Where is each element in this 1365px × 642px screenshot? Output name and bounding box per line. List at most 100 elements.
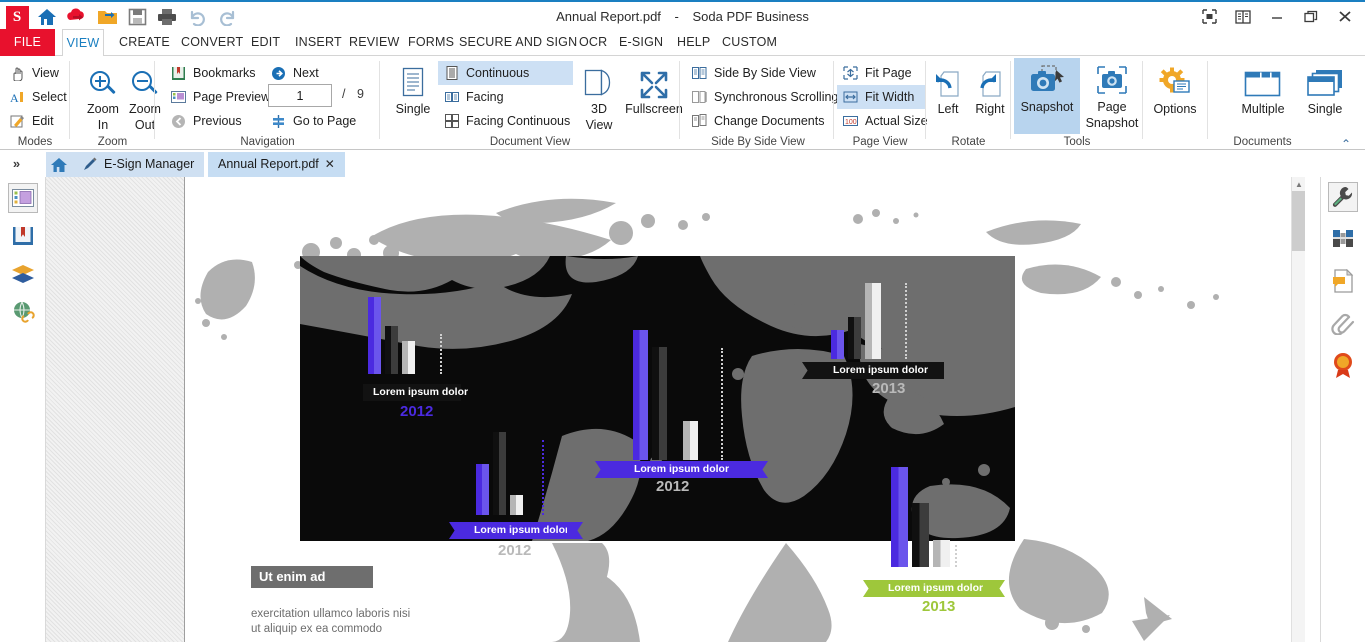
collapse-ribbon-icon[interactable]: ⌃ (1340, 137, 1351, 151)
marker-dotted-line (542, 440, 544, 515)
single-document-button[interactable]: Single (1294, 60, 1356, 116)
continuous-label: Continuous (466, 66, 530, 80)
mode-edit-button[interactable]: Edit (4, 109, 59, 133)
ribbon-group-document-view: Single Continuous Facing Facing Continuo… (380, 56, 683, 150)
zoom-in-label-line2: In (97, 118, 109, 132)
bookmarks-button[interactable]: Bookmarks (165, 61, 261, 85)
thumbnail-pane[interactable] (46, 177, 185, 642)
redo-icon[interactable] (214, 5, 240, 30)
tab-review[interactable]: REVIEW (349, 35, 400, 49)
left-rail-page-thumbnails-button[interactable] (7, 183, 38, 213)
chart-label-asia-north: Lorem ipsum dolor (802, 362, 944, 379)
world-map-silhouette (195, 198, 1219, 642)
chart-marker-south-america[interactable] (476, 432, 556, 515)
chart-marker-africa-europe[interactable] (633, 330, 733, 460)
synchronous-scrolling-button[interactable]: Synchronous Scrolling (686, 85, 843, 109)
left-rail-layers-button[interactable] (8, 259, 38, 289)
ribbon-tail-right-icon (752, 461, 768, 478)
right-rail-search-button[interactable] (1328, 224, 1358, 254)
change-documents-button[interactable]: Change Documents (686, 109, 829, 133)
ribbon-group-navigation: Bookmarks Page Preview Previous Next (155, 56, 380, 150)
signature-seal-icon (1331, 352, 1355, 378)
tab-e-sign[interactable]: E-SIGN (619, 35, 664, 49)
scroll-up-icon[interactable]: ▲ (1295, 179, 1303, 189)
chart-year-oceania: 2013 (922, 598, 956, 615)
multiple-documents-button[interactable]: Multiple (1232, 60, 1294, 116)
tab-e-sign-manager[interactable]: E-Sign Manager (72, 152, 205, 177)
bookmarks-icon (170, 65, 187, 82)
mode-select-button[interactable]: A Select (4, 85, 72, 109)
divider (379, 61, 380, 139)
right-rail-tools-button[interactable] (1328, 182, 1358, 212)
tab-file[interactable]: FILE (0, 29, 55, 56)
snapshot-button[interactable]: Snapshot (1014, 58, 1080, 134)
options-button[interactable]: Options (1144, 60, 1206, 116)
tab-forms[interactable]: FORMS (408, 35, 455, 49)
tab-help[interactable]: HELP (677, 35, 711, 49)
page-number-input[interactable] (268, 84, 332, 107)
tab-secure-and-sign[interactable]: SECURE AND SIGN (459, 35, 578, 49)
side-by-side-view-button[interactable]: Side By Side View (686, 61, 821, 85)
continuous-button[interactable]: Continuous (438, 61, 573, 85)
tab-create[interactable]: CREATE (119, 35, 170, 49)
mode-view-button[interactable]: View (4, 61, 64, 85)
chart-label-africa-europe: Lorem ipsum dolor (595, 461, 768, 478)
fit-width-button[interactable]: Fit Width (837, 85, 925, 109)
facing-continuous-button[interactable]: Facing Continuous (438, 109, 575, 133)
marker-dotted-line (955, 545, 957, 567)
next-button[interactable]: Next (265, 61, 324, 85)
tab-insert[interactable]: INSERT (295, 35, 342, 49)
3d-view-label-line1: 3D (591, 102, 607, 116)
chart-marker-asia-north[interactable] (831, 283, 921, 359)
tab-custom[interactable]: CUSTOM (722, 35, 778, 49)
previous-button[interactable]: Previous (165, 109, 247, 133)
expand-panel-button[interactable]: » (12, 156, 21, 171)
left-rail-links-button[interactable] (8, 297, 38, 327)
page-preview-button[interactable]: Page Preview (165, 85, 275, 109)
rotate-right-button[interactable]: Right (968, 60, 1012, 116)
multiple-documents-label: Multiple (1241, 102, 1285, 116)
tab-view[interactable]: VIEW (62, 29, 104, 57)
tab-edit[interactable]: EDIT (251, 35, 281, 49)
zoom-out-button[interactable]: Zoom Out (114, 60, 176, 132)
document-viewport[interactable]: Lorem ipsum dolor 2012 Lorem ipsum dolor (186, 177, 1305, 642)
maximize-icon[interactable] (1295, 3, 1327, 30)
save-icon[interactable] (124, 5, 150, 30)
soda-logo-button[interactable]: S (4, 5, 30, 30)
vertical-scrollbar[interactable]: ▲ (1291, 177, 1305, 642)
close-icon[interactable] (1329, 3, 1361, 30)
help-book-icon[interactable] (1227, 3, 1259, 30)
ribbon-tail-right-icon (989, 580, 1005, 597)
single-page-button[interactable]: Single (388, 60, 438, 116)
fit-page-button[interactable]: Fit Page (837, 61, 925, 85)
tab-ocr[interactable]: OCR (579, 35, 608, 49)
3d-view-button[interactable]: 3D View (575, 60, 623, 132)
fullscreen-button[interactable]: Fullscreen (623, 60, 685, 116)
undo-icon[interactable] (184, 5, 210, 30)
open-cloud-icon[interactable] (64, 5, 90, 30)
tab-close-icon[interactable]: ✕ (324, 157, 335, 171)
restore-layout-icon[interactable] (1193, 3, 1225, 30)
open-folder-icon[interactable] (94, 5, 120, 30)
page-snapshot-button[interactable]: Page Snapshot (1082, 58, 1142, 130)
zoom-out-label-line2: Out (134, 118, 156, 132)
left-rail-bookmarks-button[interactable] (8, 221, 38, 251)
scrollbar-thumb[interactable] (1292, 191, 1305, 251)
home-icon[interactable] (34, 5, 60, 30)
chart-marker-oceania[interactable] (891, 467, 981, 567)
right-rail-attachments-button[interactable] (1328, 308, 1358, 338)
go-to-page-button[interactable]: Go to Page (265, 109, 361, 133)
rotate-left-button[interactable]: Left (928, 60, 968, 116)
actual-size-button[interactable]: 100 Actual Size (837, 109, 928, 133)
right-rail-signature-button[interactable] (1328, 350, 1358, 380)
chart-marker-north-america[interactable] (368, 297, 448, 374)
facing-button[interactable]: Facing (438, 85, 509, 109)
bar-purple (831, 330, 844, 359)
home-tab[interactable] (46, 152, 72, 177)
tab-annual-report[interactable]: Annual Report.pdf ✕ (208, 152, 345, 177)
right-rail-comments-button[interactable] (1328, 266, 1358, 296)
zoom-in-button[interactable]: Zoom In (72, 60, 134, 132)
tab-convert[interactable]: CONVERT (181, 35, 244, 49)
print-icon[interactable] (154, 5, 180, 30)
minimize-icon[interactable] (1261, 3, 1293, 30)
